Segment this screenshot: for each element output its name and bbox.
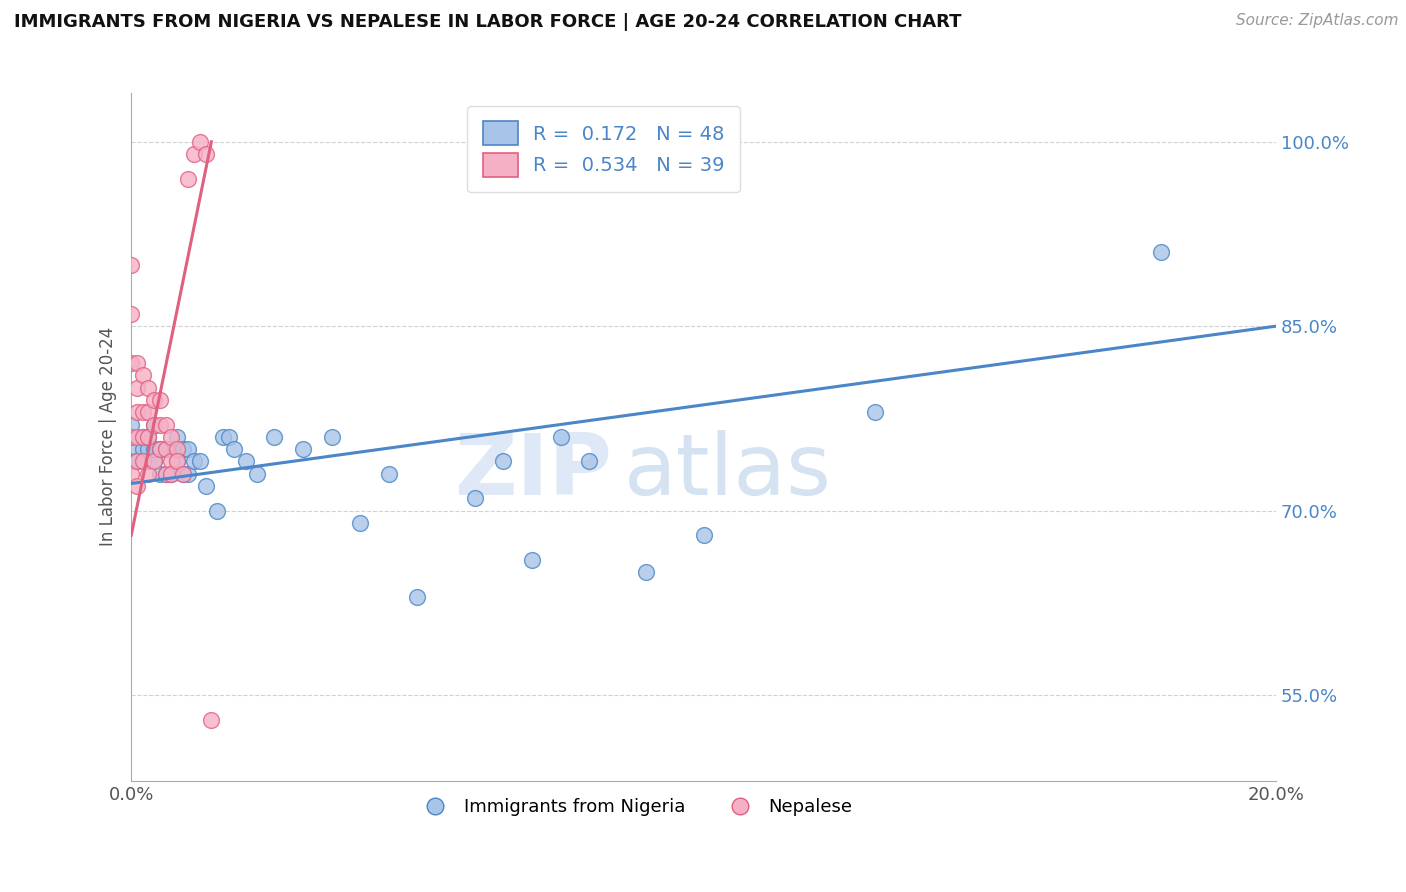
Point <box>492 454 515 468</box>
Point <box>149 392 172 407</box>
Point <box>1150 245 1173 260</box>
Point <box>149 467 172 481</box>
Point <box>138 467 160 481</box>
Point <box>349 516 371 530</box>
Point <box>177 171 200 186</box>
Point <box>200 713 222 727</box>
Point <box>120 417 142 432</box>
Point <box>131 430 153 444</box>
Point <box>138 405 160 419</box>
Point <box>235 454 257 468</box>
Point <box>149 442 172 456</box>
Point <box>172 467 194 481</box>
Point <box>149 442 172 456</box>
Point <box>125 381 148 395</box>
Point <box>125 442 148 456</box>
Point <box>865 405 887 419</box>
Point <box>321 430 343 444</box>
Legend: Immigrants from Nigeria, Nepalese: Immigrants from Nigeria, Nepalese <box>411 791 860 823</box>
Point <box>160 467 183 481</box>
Point <box>120 258 142 272</box>
Point <box>194 479 217 493</box>
Point <box>218 430 240 444</box>
Point <box>183 147 205 161</box>
Point <box>692 528 714 542</box>
Point <box>291 442 314 456</box>
Y-axis label: In Labor Force | Age 20-24: In Labor Force | Age 20-24 <box>100 327 117 547</box>
Text: atlas: atlas <box>623 430 831 513</box>
Point <box>205 503 228 517</box>
Point <box>188 135 211 149</box>
Point <box>166 454 188 468</box>
Point <box>120 307 142 321</box>
Point <box>636 565 658 579</box>
Point <box>143 454 166 468</box>
Point <box>125 454 148 468</box>
Point <box>183 454 205 468</box>
Point <box>149 417 172 432</box>
Text: ZIP: ZIP <box>454 430 612 513</box>
Point <box>125 454 148 468</box>
Point <box>131 405 153 419</box>
Point <box>125 430 148 444</box>
Point <box>263 430 285 444</box>
Point <box>166 454 188 468</box>
Point <box>131 454 153 468</box>
Point <box>160 454 183 468</box>
Point <box>120 430 142 444</box>
Point <box>138 430 160 444</box>
Point <box>177 467 200 481</box>
Point <box>172 467 194 481</box>
Point <box>125 405 148 419</box>
Point <box>177 442 200 456</box>
Point <box>160 467 183 481</box>
Point <box>125 479 148 493</box>
Point <box>125 356 148 370</box>
Point <box>143 442 166 456</box>
Point <box>155 467 177 481</box>
Point <box>138 454 160 468</box>
Point <box>155 417 177 432</box>
Point <box>138 442 160 456</box>
Point <box>166 442 188 456</box>
Point <box>194 147 217 161</box>
Point <box>120 467 142 481</box>
Point <box>155 442 177 456</box>
Point <box>246 467 269 481</box>
Point <box>378 467 401 481</box>
Point <box>211 430 233 444</box>
Point <box>143 392 166 407</box>
Point <box>155 467 177 481</box>
Point <box>166 430 188 444</box>
Point <box>131 430 153 444</box>
Point <box>160 442 183 456</box>
Point <box>155 442 177 456</box>
Point <box>143 417 166 432</box>
Point <box>224 442 246 456</box>
Point <box>520 552 543 566</box>
Point <box>143 417 166 432</box>
Point <box>120 454 142 468</box>
Point <box>138 381 160 395</box>
Point <box>131 442 153 456</box>
Text: IMMIGRANTS FROM NIGERIA VS NEPALESE IN LABOR FORCE | AGE 20-24 CORRELATION CHART: IMMIGRANTS FROM NIGERIA VS NEPALESE IN L… <box>14 13 962 31</box>
Point <box>550 430 572 444</box>
Point <box>131 368 153 383</box>
Point <box>464 491 486 506</box>
Point <box>188 454 211 468</box>
Text: Source: ZipAtlas.com: Source: ZipAtlas.com <box>1236 13 1399 29</box>
Point <box>406 590 429 604</box>
Point <box>138 430 160 444</box>
Point <box>172 442 194 456</box>
Point <box>160 430 183 444</box>
Point <box>120 356 142 370</box>
Point <box>578 454 600 468</box>
Point <box>143 454 166 468</box>
